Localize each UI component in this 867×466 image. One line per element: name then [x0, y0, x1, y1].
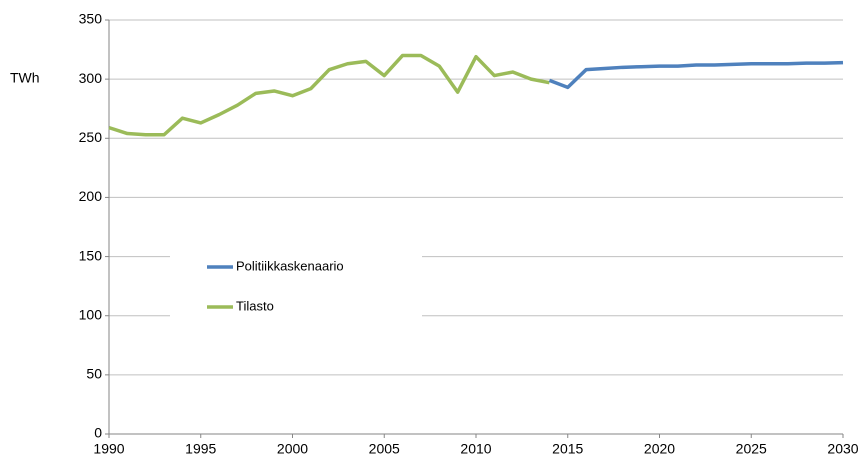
x-tick-label: 2000: [277, 441, 308, 457]
legend-label: Tilasto: [236, 298, 274, 313]
y-axis-label: TWh: [10, 70, 40, 86]
x-tick-label: 2010: [460, 441, 491, 457]
x-tick-label: 1995: [185, 441, 216, 457]
y-tick-label: 200: [79, 188, 103, 204]
y-tick-label: 100: [79, 306, 103, 322]
x-tick-label: 2005: [369, 441, 400, 457]
y-tick-label: 0: [94, 425, 102, 441]
x-tick-label: 1990: [93, 441, 124, 457]
x-tick-label: 2025: [736, 441, 767, 457]
y-tick-label: 50: [86, 366, 102, 382]
x-tick-label: 2015: [552, 441, 583, 457]
legend-label: Politiikkaskenaario: [236, 258, 344, 273]
series-line: [108, 53, 550, 137]
series-line: [548, 60, 844, 90]
y-tick-label: 350: [79, 11, 103, 27]
x-tick-label: 2020: [644, 441, 675, 457]
y-tick-label: 150: [79, 247, 103, 263]
y-tick-label: 300: [79, 70, 103, 86]
y-tick-label: 250: [79, 129, 103, 145]
x-tick-label: 2030: [827, 441, 858, 457]
